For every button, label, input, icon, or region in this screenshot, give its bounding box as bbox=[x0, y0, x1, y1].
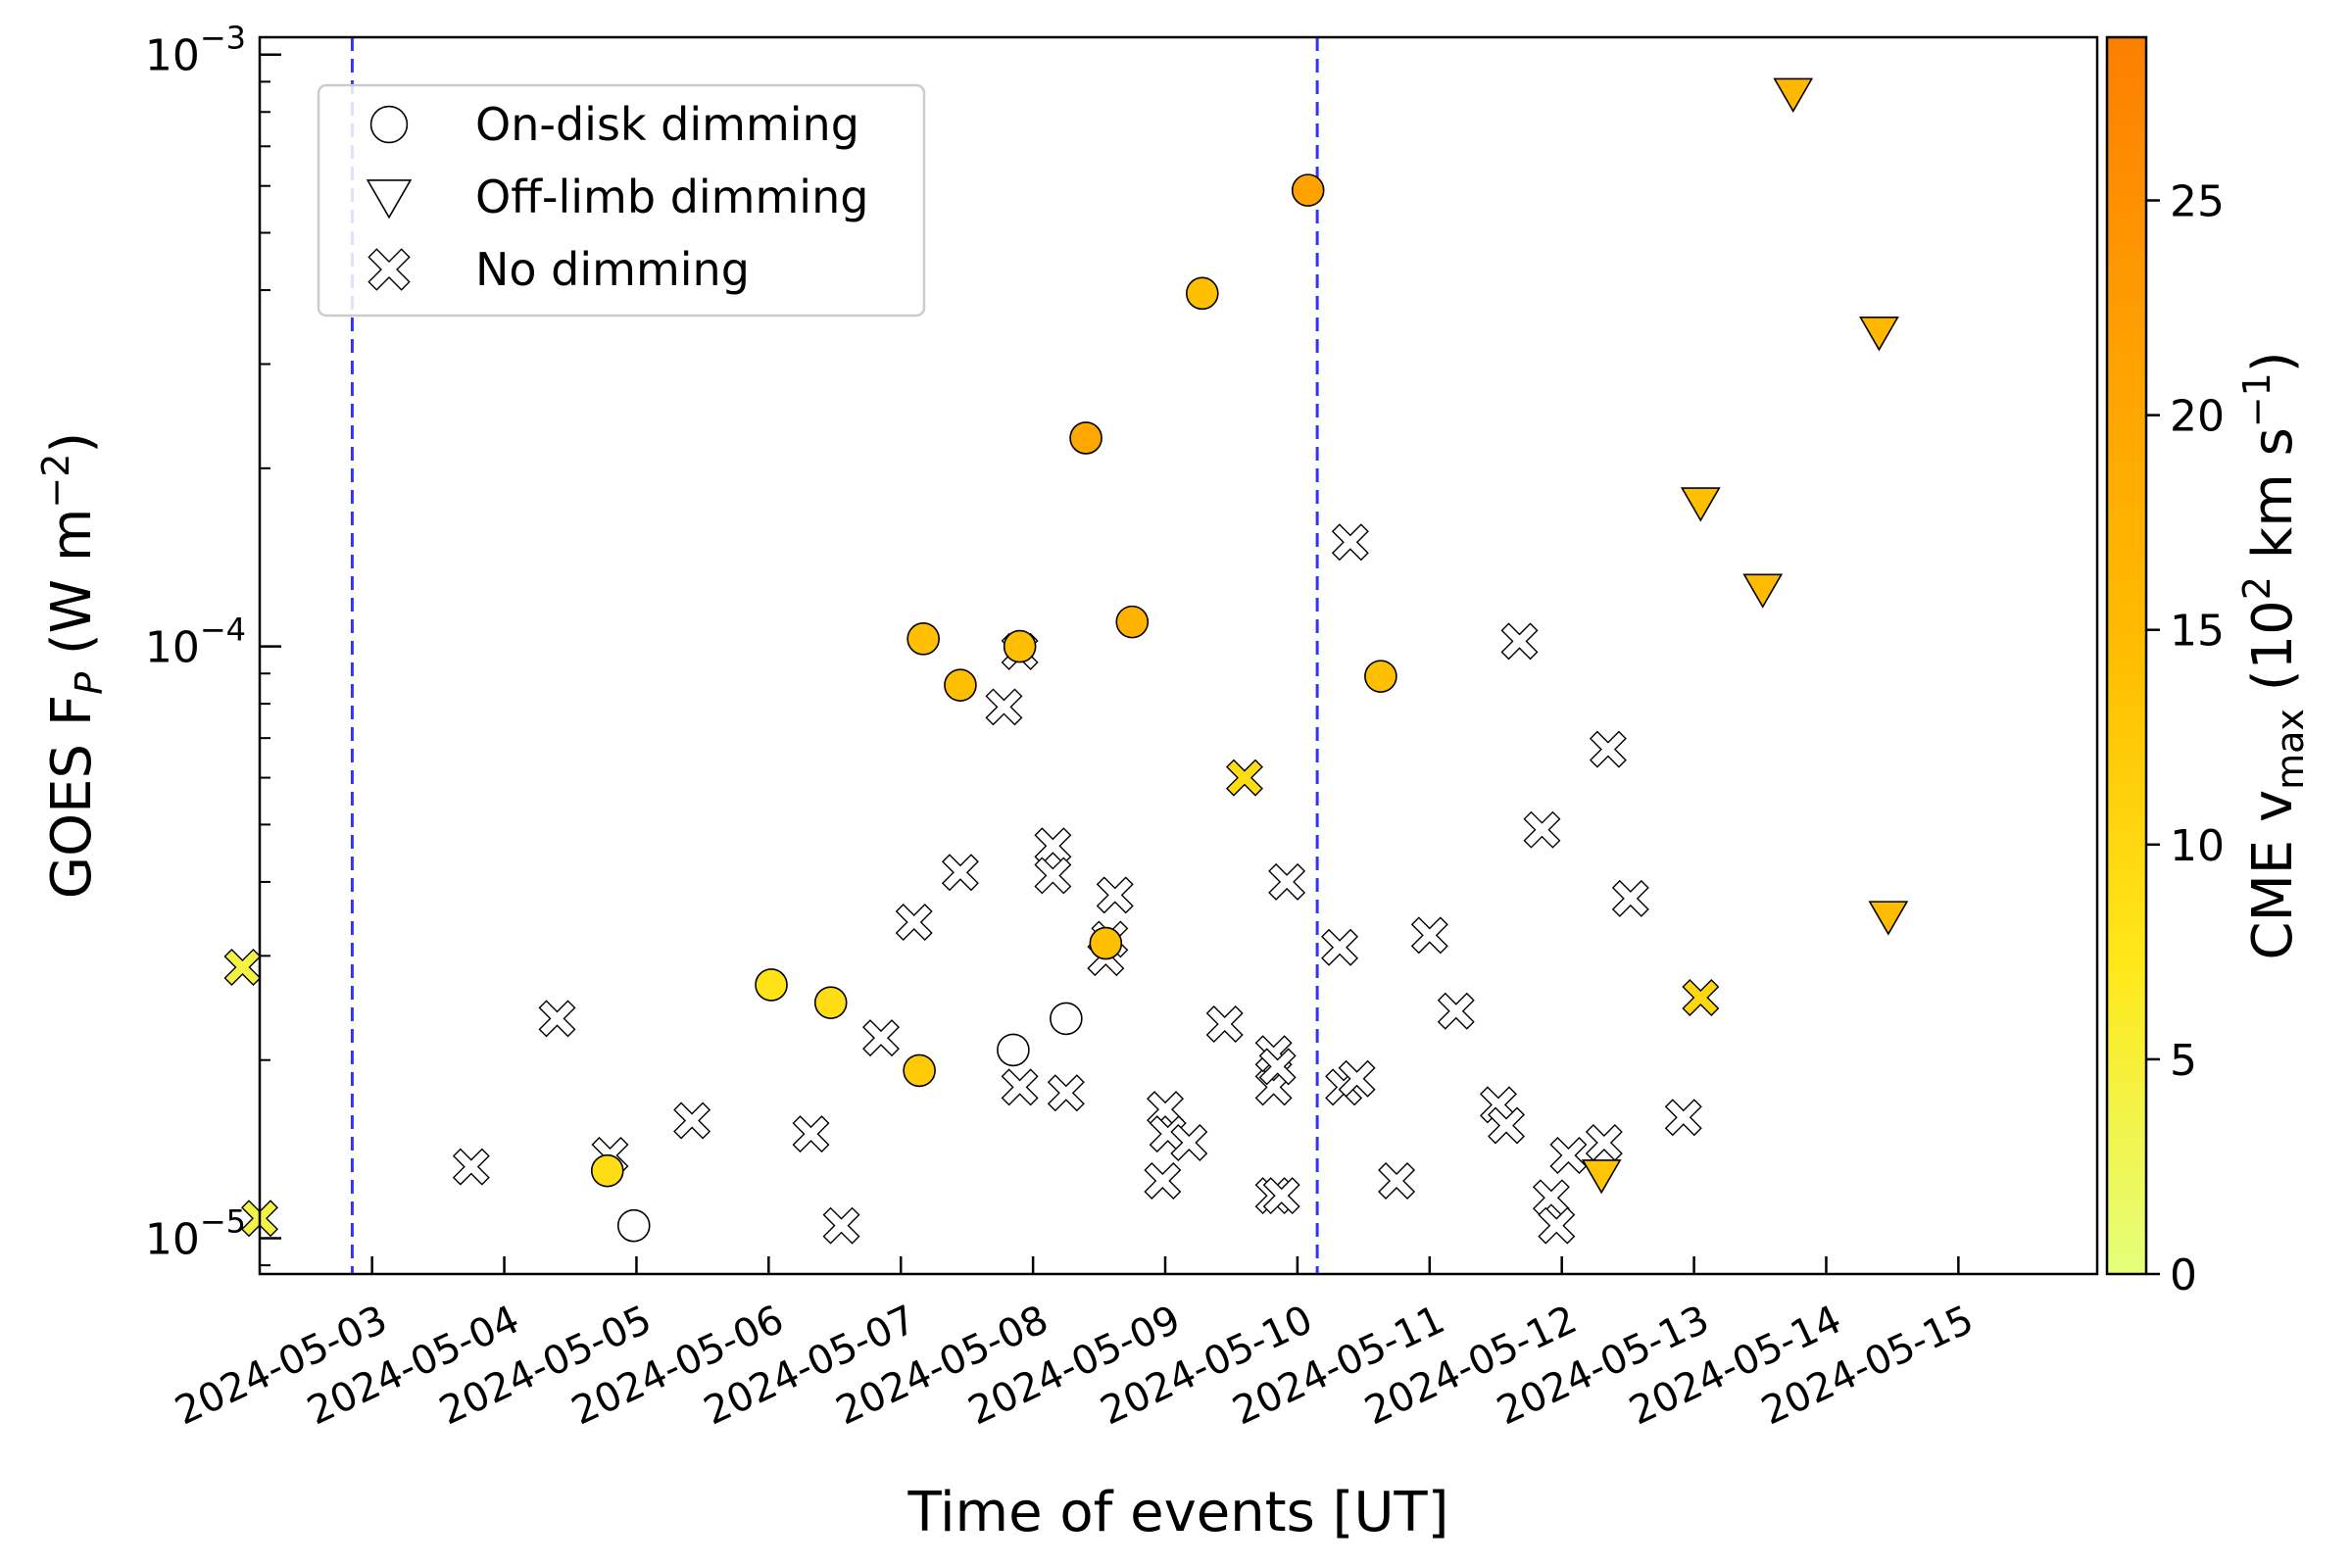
colorbar-label-unit: (10 bbox=[2241, 600, 2305, 709]
no-dimming-point-12 bbox=[985, 688, 1023, 726]
colorbar-label-sub: max bbox=[2269, 709, 2312, 790]
on-disk-point-13 bbox=[1115, 605, 1150, 639]
colorbar-label-close: ) bbox=[2241, 351, 2305, 372]
no-dimming-point-45 bbox=[1538, 1206, 1576, 1245]
colorbar-gradient bbox=[2105, 35, 2148, 1276]
legend-marker-3 bbox=[368, 248, 411, 291]
no-dimming-point-51 bbox=[1682, 978, 1720, 1016]
no-dimming-point-50 bbox=[1664, 1099, 1702, 1137]
no-dimming-point-30 bbox=[1258, 1048, 1297, 1086]
on-disk-point-1 bbox=[616, 1208, 651, 1243]
on-disk-point-7 bbox=[944, 668, 977, 702]
on-disk-point-14 bbox=[1185, 276, 1219, 311]
colorbar-label-main: CME v bbox=[2241, 790, 2305, 960]
colorbar-label-sup: 2 bbox=[2235, 576, 2278, 600]
no-dimming-point-26 bbox=[1225, 759, 1263, 797]
no-dimming-point-31 bbox=[1262, 1177, 1300, 1215]
plot-frame bbox=[258, 35, 2099, 1276]
no-dimming-point-37 bbox=[1378, 1161, 1416, 1200]
on-disk-point-5 bbox=[903, 1054, 936, 1088]
no-dimming-point-44 bbox=[1532, 1179, 1570, 1217]
colorbar: 0 5 10 15 20 25 bbox=[2105, 35, 2225, 1300]
no-dimming-point-42 bbox=[1500, 622, 1539, 661]
no-dimming-point-46 bbox=[1549, 1137, 1588, 1174]
no-dimming-point-36 bbox=[1331, 523, 1369, 562]
on-disk-point-12 bbox=[1089, 926, 1123, 960]
on-disk-point-6 bbox=[906, 622, 940, 656]
colorbar-tick-label-3: 10 bbox=[2170, 821, 2225, 871]
no-dimming-point-43 bbox=[1523, 810, 1561, 849]
y-axis-label-sup: −2 bbox=[34, 454, 77, 509]
off-limb-point-4 bbox=[1773, 77, 1814, 113]
colorbar-tick-label-5: 20 bbox=[2170, 392, 2225, 442]
on-disk-point-9 bbox=[1003, 629, 1037, 663]
no-dimming-point-48 bbox=[1589, 730, 1627, 768]
no-dimming-point-39 bbox=[1437, 992, 1475, 1030]
off-limb-point-5 bbox=[1859, 317, 1899, 352]
y-tick-label-3: 10−3 bbox=[145, 20, 246, 81]
on-disk-point-11 bbox=[1069, 421, 1102, 455]
no-dimming-point-21 bbox=[1144, 1161, 1182, 1200]
legend-label-3: No dimming bbox=[475, 243, 750, 296]
no-dimming-point-20 bbox=[1096, 876, 1134, 914]
no-dimming-point-7 bbox=[792, 1115, 830, 1153]
on-disk-point-16 bbox=[1364, 660, 1397, 693]
legend: On-disk dimming Off-limb dimming No dimmin… bbox=[317, 83, 926, 318]
on-disk-point-15 bbox=[1291, 173, 1325, 207]
no-dimming-point-4 bbox=[538, 1000, 576, 1038]
no-dimming-point-16 bbox=[1034, 857, 1072, 895]
legend-marker-2 bbox=[366, 179, 413, 220]
no-dimming-point-49 bbox=[1611, 879, 1649, 917]
on-disk-point-2 bbox=[590, 1153, 624, 1188]
no-dimming-point-8 bbox=[822, 1206, 860, 1245]
no-dimming-point-32 bbox=[1268, 862, 1306, 901]
colorbar-label-mid: km s bbox=[2241, 427, 2305, 576]
no-dimming-point-17 bbox=[1047, 1074, 1085, 1112]
legend-label-1: On-disk dimming bbox=[475, 98, 859, 151]
y-axis: 10−5 10−4 10−3 bbox=[145, 20, 281, 1267]
no-dimming-point-24 bbox=[1170, 1124, 1208, 1162]
no-dimming-point-35 bbox=[1338, 1059, 1376, 1098]
no-dimming-point-33 bbox=[1321, 928, 1359, 966]
off-limb-point-2 bbox=[1680, 487, 1721, 522]
y-axis-label-base: GOES F bbox=[40, 695, 104, 899]
colorbar-tick-label-2: 5 bbox=[2170, 1036, 2197, 1086]
legend-label-2: Off-limb dimming bbox=[475, 171, 868, 223]
no-dimming-point-3 bbox=[452, 1148, 490, 1186]
y-axis-label-unit: (W m bbox=[40, 509, 104, 672]
on-disk-point-10 bbox=[1050, 1002, 1083, 1036]
off-limb-point-1 bbox=[1581, 1159, 1622, 1195]
no-dimming-point-25 bbox=[1205, 1005, 1244, 1044]
no-dimming-point-23 bbox=[1149, 1115, 1187, 1153]
no-dimming-point-11 bbox=[941, 854, 979, 892]
no-dimming-point-13 bbox=[1001, 1068, 1039, 1106]
no-dimming-point-38 bbox=[1410, 916, 1448, 955]
y-axis-label-close: ) bbox=[40, 432, 104, 454]
y-tick-label-2: 10−4 bbox=[145, 612, 246, 673]
x-axis-label: Time of events [UT] bbox=[907, 1481, 1449, 1544]
colorbar-tick-label-6: 25 bbox=[2170, 177, 2225, 227]
colorbar-tick-label-1: 0 bbox=[2170, 1250, 2197, 1300]
off-limb-point-6 bbox=[1868, 901, 1909, 936]
legend-box bbox=[317, 83, 926, 318]
off-limb-point-3 bbox=[1742, 573, 1784, 609]
no-dimming-point-9 bbox=[862, 1019, 900, 1057]
colorbar-label: CME vmax (102 km s−1) bbox=[2235, 351, 2312, 959]
y-tick-label-1: 10−5 bbox=[145, 1202, 246, 1264]
no-dimming-point-15 bbox=[1034, 827, 1072, 865]
no-dimming-point-10 bbox=[895, 904, 933, 941]
colorbar-label-sup2: −1 bbox=[2235, 372, 2278, 427]
on-disk-point-3 bbox=[755, 968, 788, 1002]
y-axis-label: GOES FP (W m−2) bbox=[34, 432, 111, 900]
legend-marker-1 bbox=[369, 105, 409, 144]
data-points bbox=[223, 77, 1909, 1245]
on-disk-point-4 bbox=[813, 986, 848, 1019]
no-dimming-point-47 bbox=[1585, 1124, 1623, 1162]
on-disk-point-8 bbox=[997, 1033, 1030, 1067]
no-dimming-point-41 bbox=[1488, 1106, 1526, 1145]
colorbar-tick-label-4: 15 bbox=[2170, 607, 2225, 657]
y-axis-label-sub: P bbox=[68, 672, 111, 695]
no-dimming-point-6 bbox=[673, 1102, 711, 1140]
